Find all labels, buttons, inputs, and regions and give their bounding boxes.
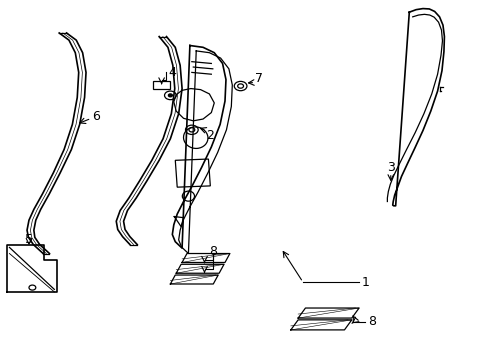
Text: 8: 8 bbox=[367, 315, 375, 328]
Text: 3: 3 bbox=[386, 161, 394, 174]
Text: 2: 2 bbox=[206, 129, 214, 142]
Text: 6: 6 bbox=[92, 110, 100, 123]
Text: 4: 4 bbox=[168, 66, 176, 79]
Bar bbox=[175, 159, 210, 187]
Bar bbox=[153, 81, 170, 89]
Text: 5: 5 bbox=[25, 233, 33, 246]
Text: 1: 1 bbox=[361, 276, 368, 289]
Circle shape bbox=[168, 94, 172, 97]
Text: 8: 8 bbox=[208, 244, 216, 257]
Text: 7: 7 bbox=[255, 72, 263, 85]
